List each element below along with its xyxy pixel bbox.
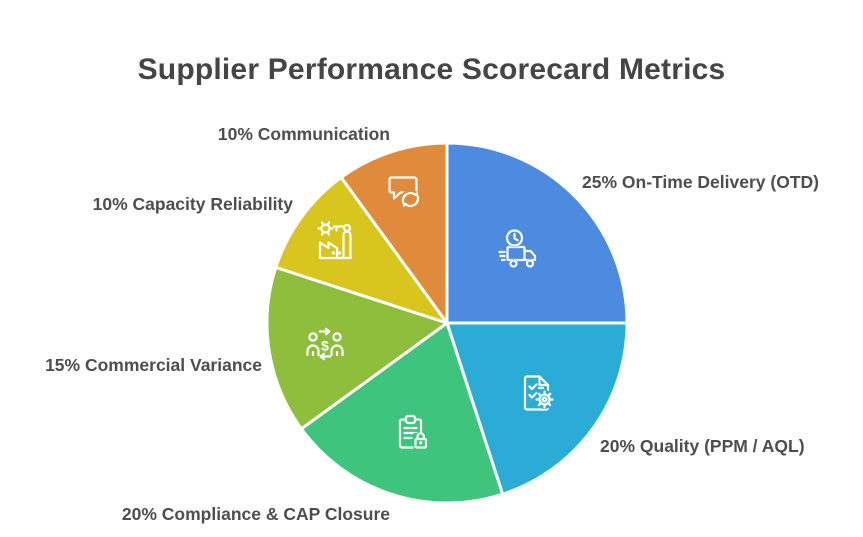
slice-label-communication: 10% Communication — [217, 124, 390, 144]
document-checklist-gear-icon — [513, 368, 563, 418]
pie-slice-capacity-reliability — [274, 175, 449, 325]
pie-slice-on-time-delivery-otd — [445, 141, 629, 325]
slice-label-compliance: 20% Compliance & CAP Closure — [121, 504, 390, 524]
slice-label-quality: 20% Quality (PPM / AQL) — [600, 436, 805, 456]
chart-title: Supplier Performance Scorecard Metrics — [137, 53, 726, 86]
slice-label-on-time-delivery: 25% On-Time Delivery (OTD) — [582, 172, 819, 192]
chat-sync-icon — [380, 169, 430, 219]
factory-icon — [312, 218, 362, 268]
slice-label-commercial-variance: 15% Commercial Variance — [45, 355, 262, 375]
pie-slice-commercial-variance — [265, 265, 449, 431]
delivery-truck-clock-icon — [497, 225, 547, 275]
pie-slice-compliance-cap-closure — [299, 321, 505, 505]
people-currency-exchange-icon: $ — [300, 320, 350, 370]
clipboard-lock-icon — [387, 409, 437, 459]
svg-text:$: $ — [321, 338, 329, 354]
pie-slice-communication — [339, 141, 449, 325]
slice-label-capacity-reliability: 10% Capacity Reliability — [92, 194, 293, 214]
